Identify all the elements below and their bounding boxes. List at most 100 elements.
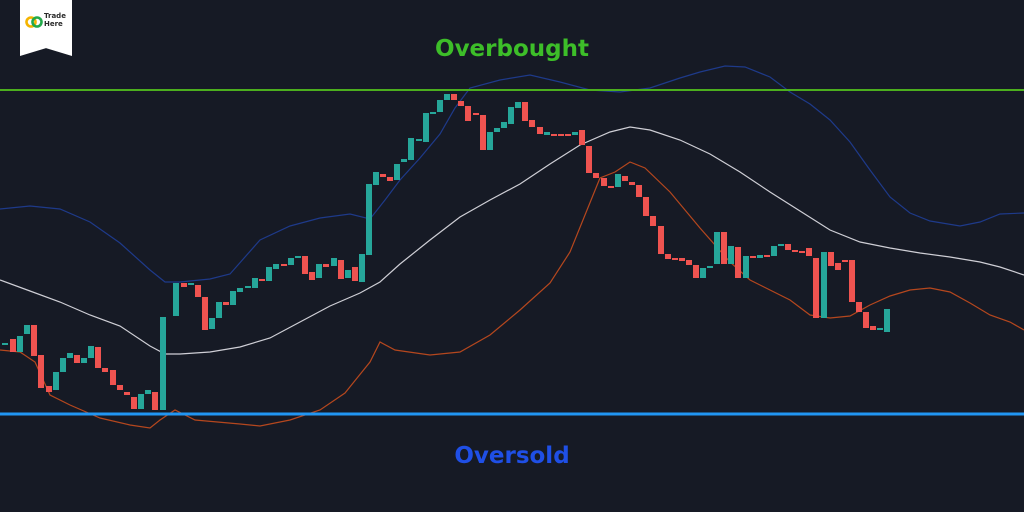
candle [60, 358, 66, 372]
candle [743, 256, 749, 278]
candle-body [266, 267, 272, 281]
candle-body [828, 252, 834, 266]
candle-body [672, 258, 678, 260]
candle [160, 317, 166, 410]
candle [430, 112, 436, 114]
candle-body [423, 113, 429, 142]
candle-body [735, 247, 741, 278]
candle [110, 370, 116, 385]
candle [338, 260, 344, 279]
candle [31, 325, 37, 356]
candle-body [352, 267, 358, 281]
candle [273, 264, 279, 269]
candle-body [579, 130, 585, 145]
candle-body [877, 328, 883, 330]
candle [522, 102, 528, 121]
candle [102, 368, 108, 372]
candle-body [288, 258, 294, 265]
candle-body [230, 291, 236, 305]
candle-body [102, 368, 108, 372]
candle [53, 372, 59, 390]
candle-body [53, 372, 59, 390]
candle [544, 132, 550, 135]
candle-body [792, 250, 798, 252]
candle [714, 232, 720, 264]
candle-body [686, 260, 692, 265]
candle-body [487, 132, 493, 150]
candle-body [544, 132, 550, 135]
candle-body [806, 248, 812, 256]
candle [359, 254, 365, 282]
candle [764, 255, 770, 257]
candle-body [430, 112, 436, 114]
candle-body [551, 134, 557, 136]
candle-body [593, 173, 599, 178]
candle-body [558, 134, 564, 136]
candle [401, 159, 407, 162]
candle-body [515, 102, 521, 108]
candle [835, 263, 841, 270]
candle-body [522, 102, 528, 121]
candle-body [707, 266, 713, 268]
trade-here-logo: Trade Here [20, 0, 72, 56]
candle-body [373, 172, 379, 185]
candle-body [10, 339, 16, 352]
candle-body [216, 302, 222, 318]
candle-body [714, 232, 720, 264]
candle [572, 132, 578, 135]
candle [394, 164, 400, 180]
candle-body [345, 270, 351, 278]
candle [785, 244, 791, 250]
candle [643, 197, 649, 216]
candle-body [95, 347, 101, 368]
candle-body [465, 106, 471, 121]
candle [480, 115, 486, 150]
candle-body [437, 100, 443, 112]
candle [778, 244, 784, 246]
candle-body [323, 264, 329, 267]
candle-body [721, 232, 727, 264]
candle [658, 226, 664, 254]
candle [828, 252, 834, 266]
candle [295, 256, 301, 258]
candle [465, 106, 471, 121]
candle-body [131, 397, 137, 409]
candle-body [237, 288, 243, 292]
candle [558, 134, 564, 136]
candle-body [31, 325, 37, 356]
candle-body [252, 278, 258, 288]
candle-body [110, 370, 116, 385]
logo-text: Trade Here [44, 12, 72, 28]
candle-body [387, 177, 393, 181]
logo-line-1: Trade [44, 12, 66, 20]
candle [650, 216, 656, 226]
candle-body [195, 285, 201, 297]
candle-body [366, 184, 372, 255]
candle [323, 264, 329, 267]
candle [842, 260, 848, 262]
candle [2, 343, 8, 345]
candle-body [309, 272, 315, 280]
candle [487, 132, 493, 150]
candle [316, 264, 322, 278]
candle [124, 392, 130, 395]
candle [622, 176, 628, 181]
candle [380, 174, 386, 177]
candle-body [338, 260, 344, 279]
candle [473, 113, 479, 115]
candle [216, 302, 222, 318]
candle-body [2, 343, 8, 345]
candle [88, 346, 94, 358]
candle-body [302, 256, 308, 274]
candle-body [508, 107, 514, 124]
candle-body [728, 246, 734, 264]
candle [437, 100, 443, 112]
candle [636, 185, 642, 197]
candle [173, 283, 179, 316]
candle [565, 134, 571, 136]
candle-body [821, 252, 827, 318]
candle [806, 248, 812, 256]
candlesticks [2, 94, 890, 410]
candle-body [331, 258, 337, 266]
